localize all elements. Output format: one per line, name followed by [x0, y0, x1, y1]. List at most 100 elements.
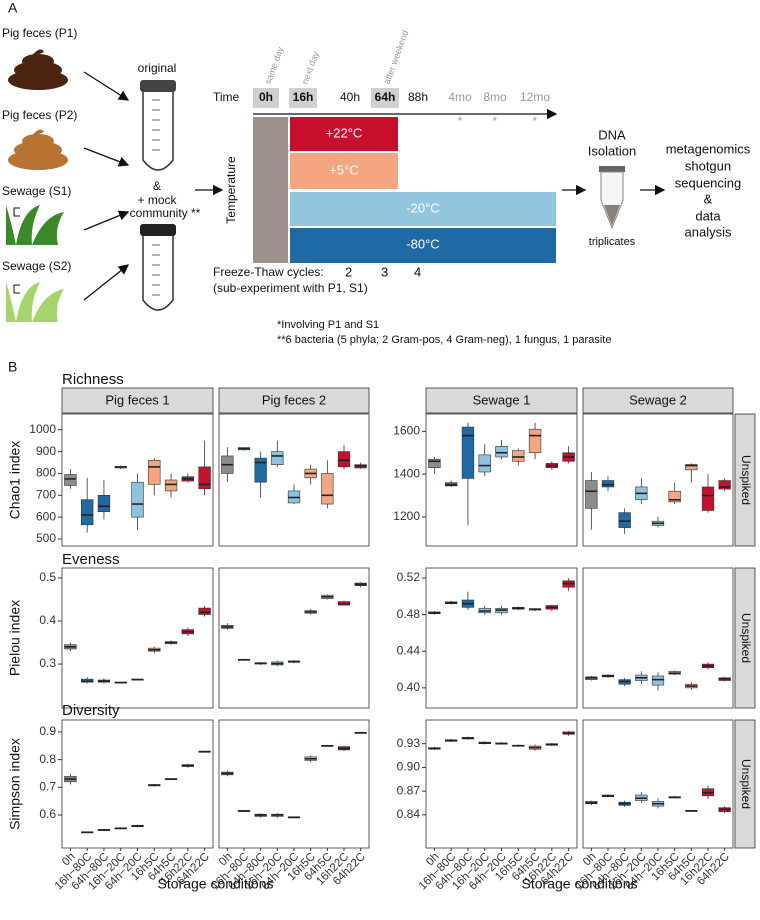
facet-strip: [425, 387, 578, 414]
arrow: [83, 71, 130, 101]
eppendorf-tube: [599, 166, 625, 230]
facet-strip: [582, 387, 734, 414]
y-tick-label: 0.8: [39, 752, 56, 766]
temp-block: [290, 117, 398, 151]
facet-strip: [218, 387, 370, 414]
y-tick-label: 0.40: [397, 680, 421, 694]
poop-icon: [8, 129, 68, 170]
time-note: after weekend: [382, 29, 411, 86]
y-tick-label: 1600: [393, 424, 420, 438]
time-note: next day: [300, 50, 321, 86]
time-point: 64h: [375, 90, 396, 104]
analysis-label: analysis: [685, 224, 732, 239]
analysis-label: &: [704, 191, 713, 206]
cycle-count: 2: [345, 264, 352, 279]
box: [601, 480, 615, 488]
plot-frame: [61, 719, 214, 849]
time-point: 88h: [408, 90, 428, 104]
tube: [140, 80, 176, 171]
strip-label: Unspiked: [739, 759, 753, 809]
box: [618, 512, 631, 528]
tube-label: original: [138, 61, 177, 75]
plot-frame: [218, 719, 370, 849]
box: [668, 490, 681, 503]
facet-strip-right: [734, 567, 756, 709]
time-star: *: [533, 114, 538, 128]
y-tick-label: 700: [36, 487, 56, 501]
y-tick-label: 600: [36, 509, 56, 523]
triplicates-label: triplicates: [589, 236, 636, 248]
y-tick-label: 0.5: [39, 570, 56, 584]
y-tick-label: 0.87: [397, 783, 421, 797]
y-tick-label: 0.7: [39, 779, 56, 793]
panel-label: A: [8, 0, 18, 16]
time-point: 0h: [259, 90, 273, 104]
arrow: [83, 264, 130, 301]
sewage-icon: [6, 205, 64, 245]
plot-frame: [582, 567, 734, 709]
row-title: Eveness: [62, 551, 120, 568]
box: [271, 451, 284, 466]
arrow: [83, 210, 130, 231]
y-axis-label: Pielou index: [7, 600, 23, 676]
analysis-label: sequencing: [675, 175, 742, 190]
box: [428, 458, 441, 468]
dna-label: Isolation: [588, 143, 636, 158]
plot-frame: [582, 413, 734, 547]
facet-strip-right: [734, 719, 756, 849]
box: [478, 454, 491, 473]
analysis-label: shotgun: [685, 158, 731, 173]
mock-label: + mock: [137, 193, 177, 207]
facet-label: Pig feces 2: [262, 392, 326, 407]
box: [164, 479, 178, 492]
plot-frame: [61, 413, 214, 547]
y-axis-label: Simpson index: [7, 738, 23, 830]
plot-frame: [61, 567, 214, 709]
box: [528, 428, 542, 454]
sample-label: Sewage (S2): [2, 259, 71, 273]
temp-block: [290, 228, 556, 263]
time-point: 40h: [340, 90, 360, 104]
box: [651, 675, 665, 686]
temp-label: -20°C: [406, 200, 439, 215]
box: [685, 464, 698, 471]
time-point: 16h: [293, 90, 314, 104]
analysis-label: data: [695, 208, 721, 223]
y-tick-label: 800: [36, 466, 56, 480]
plot-frame: [218, 413, 370, 547]
sample-label: Sewage (S1): [2, 184, 71, 198]
time-box: [253, 88, 279, 108]
baseline-block: [253, 117, 288, 263]
time-label: Time: [213, 90, 240, 104]
strip-label: Unspiked: [739, 613, 753, 663]
y-tick-label: 1400: [393, 466, 420, 480]
arrow: [83, 147, 130, 167]
y-tick-label: 0.4: [39, 613, 56, 627]
box: [97, 494, 111, 512]
row-title: Diversity: [62, 702, 120, 719]
cycle-count: 3: [381, 264, 388, 279]
plot-frame: [425, 413, 578, 547]
sewage-icon: [6, 282, 64, 322]
plot-frame: [425, 719, 578, 849]
and-label: &: [153, 179, 161, 193]
y-tick-label: 500: [36, 531, 56, 545]
dna-label: DNA: [598, 127, 626, 142]
time-note: same day: [263, 45, 286, 86]
box: [198, 466, 211, 490]
time-star: *: [493, 114, 498, 128]
analysis-label: metagenomics: [666, 141, 751, 156]
y-tick-label: 0.3: [39, 656, 56, 670]
time-box: [371, 88, 399, 108]
freeze-thaw-label: Freeze-Thaw cycles:: [213, 265, 324, 279]
panel-label: B: [8, 359, 17, 375]
temp-label: +5°C: [329, 162, 358, 177]
footnote: *Involving P1 and S1: [277, 319, 379, 331]
plot-frame: [582, 719, 734, 849]
temp-block: [290, 153, 398, 189]
box: [321, 473, 334, 505]
y-tick-label: 0.6: [39, 807, 56, 821]
y-tick-label: 0.93: [397, 736, 421, 750]
facet-label: Sewage 1: [473, 392, 531, 407]
